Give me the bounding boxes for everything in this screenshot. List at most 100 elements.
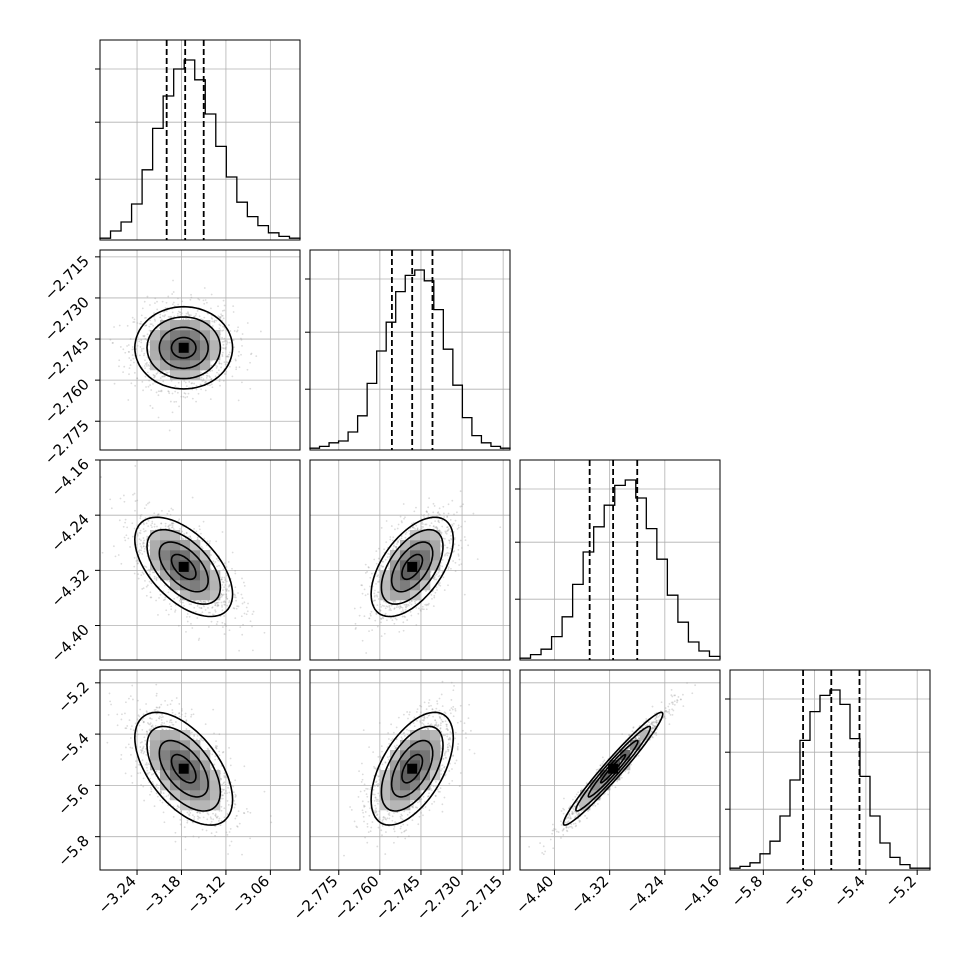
scatter-point	[233, 608, 235, 610]
scatter-point	[147, 371, 149, 373]
scatter-point	[208, 814, 210, 816]
scatter-point	[393, 601, 395, 603]
scatter-point	[234, 586, 236, 588]
scatter-point	[375, 583, 377, 585]
scatter-point	[208, 600, 210, 602]
scatter-point	[223, 380, 225, 382]
scatter-point	[217, 315, 219, 317]
scatter-point	[211, 767, 213, 769]
scatter-point	[446, 515, 448, 517]
scatter-point	[242, 597, 244, 599]
scatter-point	[186, 385, 188, 387]
scatter-point	[149, 581, 151, 583]
pair-panel-2-1	[310, 460, 510, 660]
scatter-point	[149, 574, 151, 576]
scatter-point	[168, 581, 170, 583]
scatter-point	[355, 628, 357, 630]
scatter-point	[438, 576, 440, 578]
scatter-point	[411, 604, 413, 606]
scatter-point	[410, 615, 412, 617]
scatter-point	[393, 544, 395, 546]
scatter-point	[127, 537, 129, 539]
scatter-point	[193, 383, 195, 385]
scatter-point	[132, 782, 134, 784]
scatter-point	[152, 374, 154, 376]
scatter-point	[147, 525, 149, 527]
scatter-point	[227, 853, 229, 855]
scatter-point	[171, 523, 173, 525]
scatter-point	[360, 584, 362, 586]
scatter-point	[206, 830, 208, 832]
scatter-point	[499, 526, 501, 528]
scatter-point	[130, 382, 132, 384]
scatter-point	[186, 313, 188, 315]
scatter-point	[198, 639, 200, 641]
scatter-point	[219, 324, 221, 326]
scatter-point	[151, 788, 153, 790]
scatter-point	[448, 528, 450, 530]
scatter-point	[232, 305, 234, 307]
scatter-point	[222, 589, 224, 591]
scatter-point	[134, 385, 136, 387]
scatter-point	[224, 577, 226, 579]
scatter-point	[143, 746, 145, 748]
scatter-point	[134, 493, 136, 495]
scatter-point	[154, 526, 156, 528]
scatter-point	[156, 301, 158, 303]
scatter-point	[225, 594, 227, 596]
scatter-point	[145, 703, 147, 705]
scatter-point	[139, 538, 141, 540]
scatter-point	[169, 603, 171, 605]
scatter-point	[170, 401, 172, 403]
scatter-point	[173, 528, 175, 530]
scatter-point	[136, 730, 138, 732]
scatter-point	[203, 299, 205, 301]
scatter-point	[226, 596, 228, 598]
scatter-point	[128, 357, 130, 359]
scatter-point	[187, 312, 189, 314]
scatter-point	[398, 606, 400, 608]
scatter-point	[378, 591, 380, 593]
scatter-point	[249, 812, 251, 814]
scatter-point	[232, 375, 234, 377]
scatter-point	[221, 577, 223, 579]
scatter-point	[450, 538, 452, 540]
scatter-point	[391, 525, 393, 527]
scatter-point	[433, 503, 435, 505]
scatter-point	[173, 302, 175, 304]
scatter-point	[203, 521, 205, 523]
scatter-point	[172, 411, 174, 413]
scatter-point	[383, 601, 385, 603]
scatter-point	[143, 551, 145, 553]
scatter-point	[392, 548, 394, 550]
scatter-point	[224, 816, 226, 818]
scatter-point	[162, 301, 164, 303]
scatter-point	[180, 811, 182, 813]
scatter-point	[187, 820, 189, 822]
scatter-point	[220, 602, 222, 604]
scatter-point	[427, 515, 429, 517]
scatter-point	[187, 621, 189, 623]
scatter-point	[223, 310, 225, 312]
scatter-point	[225, 346, 227, 348]
scatter-point	[215, 320, 217, 322]
scatter-point	[183, 605, 185, 607]
scatter-point	[198, 299, 200, 301]
scatter-point	[379, 610, 381, 612]
scatter-point	[458, 553, 460, 555]
scatter-point	[166, 302, 168, 304]
scatter-point	[162, 716, 164, 718]
scatter-point	[165, 609, 167, 611]
scatter-point	[228, 324, 230, 326]
scatter-point	[385, 541, 387, 543]
scatter-point	[178, 625, 180, 627]
scatter-point	[216, 602, 218, 604]
scatter-point	[143, 753, 145, 755]
scatter-point	[200, 533, 202, 535]
scatter-point	[442, 559, 444, 561]
scatter-point	[130, 359, 132, 361]
scatter-point	[167, 372, 169, 374]
scatter-point	[373, 559, 375, 561]
scatter-point	[150, 323, 152, 325]
scatter-point	[238, 355, 240, 357]
